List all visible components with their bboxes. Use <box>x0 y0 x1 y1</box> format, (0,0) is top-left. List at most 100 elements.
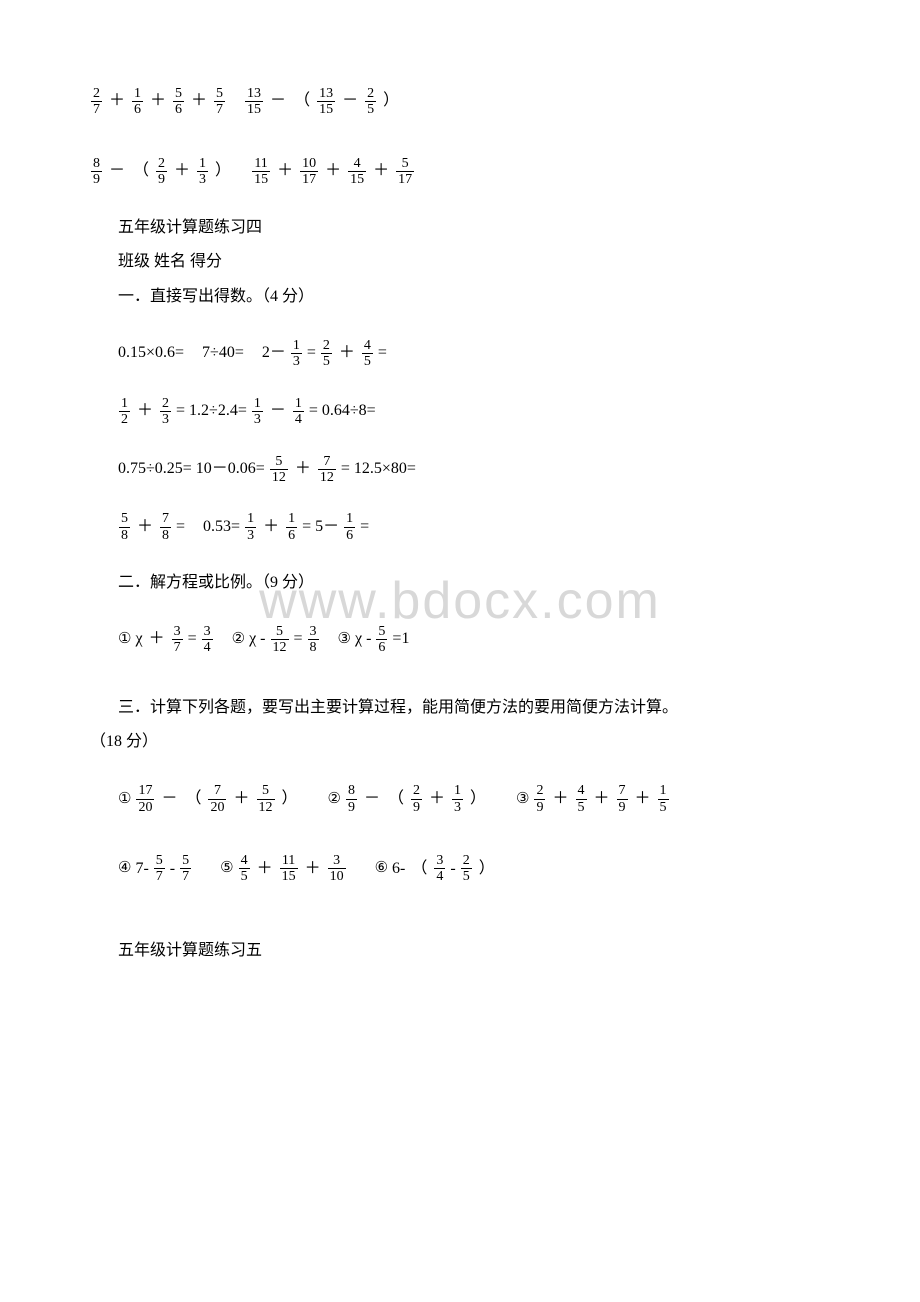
header-line: 班级 姓名 得分 <box>90 248 830 277</box>
circled-3b: ③ <box>516 786 529 813</box>
frac-5-12b: 512 <box>271 624 289 656</box>
minus-op: － <box>342 87 358 116</box>
eq-one: =1 <box>392 625 409 654</box>
frac-11-15: 1115 <box>252 156 270 188</box>
plus-op: ＋ <box>137 397 153 426</box>
dash: - <box>260 625 265 654</box>
frac-8-9: 89 <box>91 156 102 188</box>
frac-5-12c: 512 <box>257 783 275 815</box>
frac-5-6: 56 <box>376 624 387 656</box>
frac-4-5b: 45 <box>576 783 587 815</box>
circled-2b: ② <box>328 786 341 813</box>
section-1-title: 一．直接写出得数。（4 分） <box>90 283 830 312</box>
eq: = <box>188 625 197 654</box>
frac-3-4: 34 <box>202 624 213 656</box>
p6a: 6- <box>392 855 405 884</box>
frac-5-7b: 57 <box>154 853 165 885</box>
frac-1-3e: 13 <box>452 783 463 815</box>
calc-3a: 0.75÷0.25= 10－0.06= <box>118 455 265 484</box>
plus-op: ＋ <box>257 855 273 884</box>
circled-1: ① <box>118 626 131 653</box>
frac-2-9: 29 <box>156 156 167 188</box>
calc-4b: 0.53= <box>203 513 240 542</box>
section-3-title: 三．计算下列各题，要写出主要计算过程，能用简便方法的要用简便方法计算。 <box>90 694 830 723</box>
dash2: - <box>450 855 455 884</box>
frac-5-12: 512 <box>270 454 288 486</box>
rparen: ） <box>470 785 486 814</box>
eq: = <box>307 339 316 368</box>
frac-1-3b: 13 <box>291 338 302 370</box>
plus-op: ＋ <box>233 785 249 814</box>
circled-1b: ① <box>118 786 131 813</box>
lparen: （ <box>294 87 310 116</box>
problems-row-2: ④ 7- 57 - 57 ⑤ 45 ＋ 1115 ＋ 310 ⑥ 6- （ 34… <box>90 853 830 885</box>
calc-row-2: 12 ＋ 23 = 1.2÷2.4= 13 － 14 = 0.64÷8= <box>90 396 830 428</box>
plus-op: ＋ <box>137 513 153 542</box>
frac-3-10: 310 <box>328 853 346 885</box>
expr-row-a: 27 ＋ 16 ＋ 56 ＋ 57 1315 － （ 1315 － 25 ） <box>90 86 830 118</box>
frac-4-5c: 45 <box>239 853 250 885</box>
minus-op: － <box>364 785 380 814</box>
plus-op: ＋ <box>295 455 311 484</box>
frac-11-15b: 1115 <box>280 853 298 885</box>
lparen: （ <box>411 855 427 884</box>
calc-1a: 0.15×0.6= <box>118 339 184 368</box>
circled-5: ⑤ <box>220 855 233 882</box>
frac-17-20: 1720 <box>136 783 154 815</box>
calc-row-1: 0.15×0.6= 7÷40= 2－ 13 = 25 ＋ 45 = <box>90 338 830 370</box>
minus-op: － <box>109 157 125 186</box>
calc-row-4: 58 ＋ 78 = 0.53= 13 ＋ 16 = 5－ 16 = <box>90 511 830 543</box>
plus-op: ＋ <box>339 339 355 368</box>
frac-2-9b: 29 <box>411 783 422 815</box>
circled-6: ⑥ <box>375 855 388 882</box>
page-content: 27 ＋ 16 ＋ 56 ＋ 57 1315 － （ 1315 － 25 ） 8… <box>90 86 830 966</box>
lparen: （ <box>388 785 404 814</box>
calc-3c: = 12.5×80= <box>341 455 416 484</box>
frac-4-5: 45 <box>362 338 373 370</box>
frac-4-15: 415 <box>348 156 366 188</box>
plus-op: ＋ <box>150 87 166 116</box>
minus-op: － <box>161 785 177 814</box>
plus-op: ＋ <box>305 855 321 884</box>
frac-1-6: 16 <box>132 86 143 118</box>
frac-8-9b: 89 <box>346 783 357 815</box>
frac-1-5: 15 <box>658 783 669 815</box>
equations-row: ① χ ＋ 37 = 34 ② χ - 512 = 38 ③ χ - 56 =1 <box>90 624 830 656</box>
expr-row-b: 89 － （ 29 ＋ 13 ） 1115 ＋ 1017 ＋ 415 ＋ 517 <box>90 156 830 188</box>
frac-5-7c: 57 <box>180 853 191 885</box>
chi: χ <box>355 625 362 654</box>
title-practice-4: 五年级计算题练习四 <box>90 214 830 243</box>
frac-5-17: 517 <box>396 156 414 188</box>
problems-row-1: ① 1720 － （ 720 ＋ 512 ） ② 89 － （ 29 ＋ 13 … <box>90 783 830 815</box>
circled-2: ② <box>232 626 245 653</box>
plus-op: ＋ <box>552 785 568 814</box>
calc-row-3: 0.75÷0.25= 10－0.06= 512 ＋ 712 = 12.5×80= <box>90 454 830 486</box>
plus-op: ＋ <box>373 157 389 186</box>
p5b: - <box>170 855 175 884</box>
frac-7-9: 79 <box>617 783 628 815</box>
plus-op: ＋ <box>191 87 207 116</box>
dash: - <box>366 625 371 654</box>
frac-7-8: 78 <box>160 511 171 543</box>
frac-2-5: 25 <box>365 86 376 118</box>
frac-2-5b: 25 <box>321 338 332 370</box>
frac-2-7: 27 <box>91 86 102 118</box>
eq: = <box>378 339 387 368</box>
minus-op: － <box>270 87 286 116</box>
plus-op: ＋ <box>635 785 651 814</box>
eq: = <box>294 625 303 654</box>
frac-5-7: 57 <box>214 86 225 118</box>
calc-4d: = 5－ <box>302 513 339 542</box>
plus-op: ＋ <box>109 87 125 116</box>
eq: = <box>360 513 369 542</box>
frac-3-7: 37 <box>172 624 183 656</box>
title-practice-5: 五年级计算题练习五 <box>90 937 830 966</box>
lparen: （ <box>185 785 201 814</box>
rparen: ） <box>215 157 231 186</box>
frac-1-4: 14 <box>293 396 304 428</box>
p5a: 7- <box>135 855 148 884</box>
frac-3-4b: 34 <box>434 853 445 885</box>
frac-1-3d: 13 <box>245 511 256 543</box>
minus-op: － <box>270 397 286 426</box>
plus-op: ＋ <box>429 785 445 814</box>
